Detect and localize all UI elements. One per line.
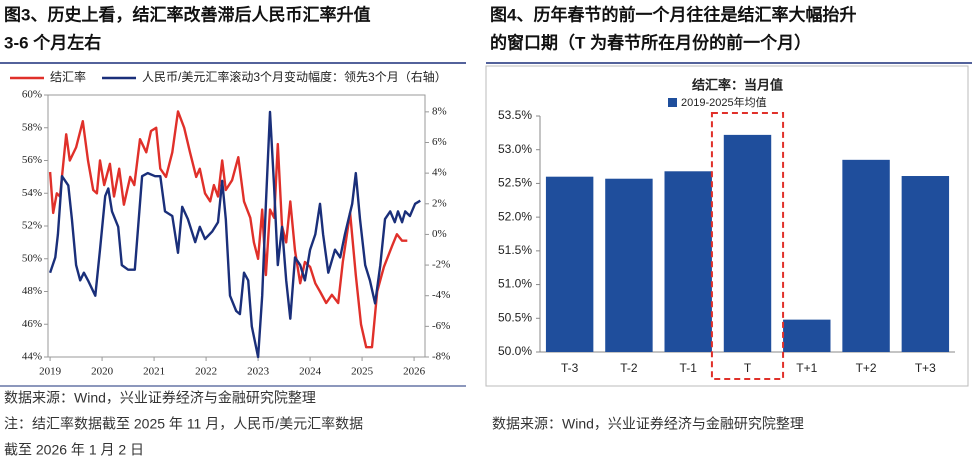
bar bbox=[664, 171, 712, 352]
legend-label: 人民币/美元汇率滚动3个月变动幅度：领先3个月（右轴） bbox=[142, 69, 447, 84]
y2-tick-label: -6% bbox=[432, 320, 450, 332]
left-title: 3-6 个月左右 bbox=[4, 32, 101, 52]
bar bbox=[723, 134, 772, 352]
y-tick-label: 58% bbox=[22, 121, 42, 133]
x-tick-label: T-1 bbox=[680, 361, 698, 375]
right-title: 的窗口期（T 为春节所在月份的前一个月） bbox=[490, 32, 811, 52]
x-tick-label: 2020 bbox=[91, 366, 114, 378]
y2-tick-label: 2% bbox=[432, 197, 447, 209]
plot-frame bbox=[47, 94, 426, 358]
y-tick-label: 51.5% bbox=[498, 243, 532, 257]
y-tick-label: 54% bbox=[22, 187, 42, 199]
y-tick-label: 44% bbox=[22, 351, 42, 363]
x-tick-label: 2021 bbox=[143, 366, 165, 378]
source: 数据来源：Wind，兴业证券经济与金融研究院整理 bbox=[492, 416, 804, 432]
y-tick-label: 48% bbox=[22, 285, 42, 297]
x-tick-label: 2023 bbox=[247, 366, 270, 378]
y2-tick-label: 6% bbox=[432, 136, 447, 148]
legend-label: 2019-2025年均值 bbox=[681, 95, 767, 109]
x-tick-label: T bbox=[744, 361, 752, 375]
y-tick-label: 53.5% bbox=[498, 108, 532, 122]
x-tick-label: 2024 bbox=[299, 366, 322, 378]
source: 数据来源：Wind，兴业证券经济与金融研究院整理 bbox=[4, 390, 316, 406]
y2-tick-label: -2% bbox=[432, 259, 450, 271]
right-title: 图4、历年春节的前一个月往往是结汇率大幅抬升 bbox=[490, 4, 856, 24]
y-tick-label: 52.5% bbox=[498, 176, 532, 190]
y-tick-label: 50% bbox=[22, 252, 42, 264]
chart-title: 结汇率：当月值 bbox=[692, 77, 783, 92]
bar bbox=[605, 178, 653, 352]
y2-tick-label: -8% bbox=[432, 351, 450, 363]
left-title: 图3、历史上看，结汇率改善滞后人民币汇率升值 bbox=[4, 4, 370, 24]
frame bbox=[485, 65, 969, 387]
x-tick-label: 2022 bbox=[195, 366, 217, 378]
y2-tick-label: -4% bbox=[432, 289, 450, 301]
legend-swatch bbox=[668, 98, 677, 107]
y2-tick-label: 8% bbox=[432, 105, 447, 117]
y-tick-label: 52.0% bbox=[498, 209, 532, 223]
note: 注：结汇率数据截至 2025 年 11 月，人民币/美元汇率数据 bbox=[4, 416, 363, 432]
x-tick-label: T-2 bbox=[620, 361, 638, 375]
series-line bbox=[48, 110, 421, 359]
y2-tick-label: 4% bbox=[432, 167, 447, 179]
x-tick-label: T+2 bbox=[856, 361, 877, 375]
y-tick-label: 50.0% bbox=[498, 344, 532, 358]
x-tick-label: T-3 bbox=[561, 361, 579, 375]
bar bbox=[842, 159, 890, 352]
highlight-box bbox=[710, 112, 785, 380]
bar bbox=[545, 176, 594, 352]
bar bbox=[783, 319, 831, 352]
y-tick-label: 52% bbox=[22, 220, 42, 232]
y-tick-label: 50.5% bbox=[498, 310, 532, 324]
y-tick-label: 53.0% bbox=[498, 142, 532, 156]
y-tick-label: 56% bbox=[22, 154, 42, 166]
x-tick-label: 2025 bbox=[351, 366, 374, 378]
y-tick-label: 60% bbox=[22, 89, 42, 101]
legend-label: 结汇率 bbox=[50, 69, 86, 84]
y2-tick-label: 0% bbox=[432, 228, 447, 240]
x-tick-label: 2019 bbox=[39, 366, 62, 378]
x-tick-label: T+1 bbox=[796, 361, 817, 375]
bar bbox=[901, 176, 950, 352]
note: 截至 2026 年 1 月 2 日 bbox=[4, 442, 144, 458]
y-tick-label: 46% bbox=[22, 318, 42, 330]
x-tick-label: 2026 bbox=[403, 366, 426, 378]
x-tick-label: T+3 bbox=[915, 361, 936, 375]
y-tick-label: 51.0% bbox=[498, 277, 532, 291]
series-line bbox=[48, 110, 408, 349]
